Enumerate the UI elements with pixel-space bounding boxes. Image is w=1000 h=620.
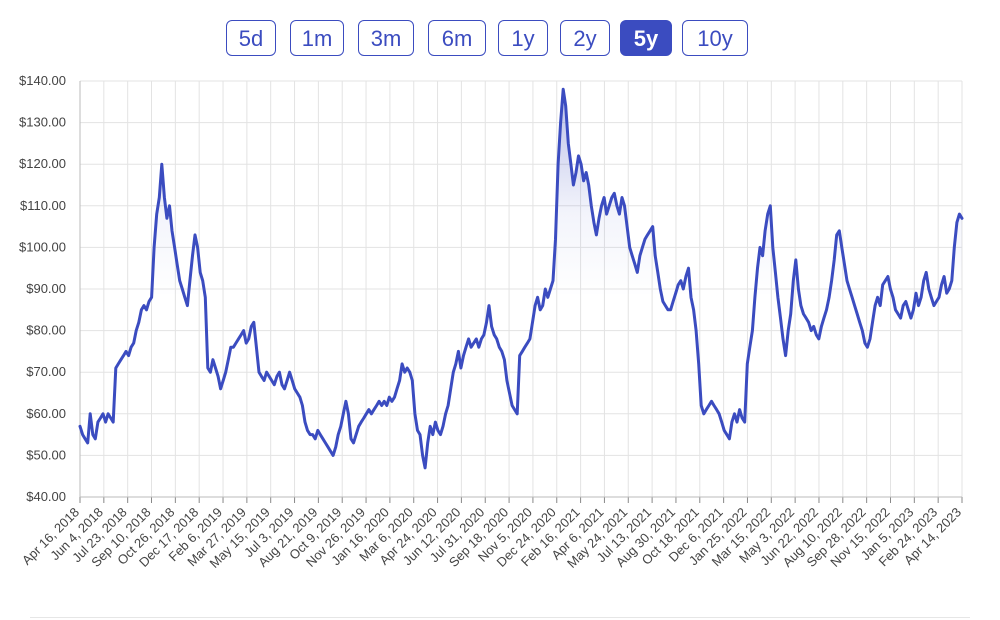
price-area-fill <box>80 89 962 298</box>
range-selector: 5d 1m 3m 6m 1y 2y 5y 10y <box>0 20 1000 60</box>
y-tick-label: $140.00 <box>19 73 66 88</box>
y-tick-label: $120.00 <box>19 156 66 171</box>
range-button-6m[interactable]: 6m <box>428 20 486 56</box>
y-tick-label: $90.00 <box>26 281 66 296</box>
y-tick-label: $80.00 <box>26 323 66 338</box>
range-button-5d[interactable]: 5d <box>226 20 276 56</box>
y-axis-ticks: $40.00 $50.00 $60.00 $70.00 $80.00 $90.00 $100… <box>19 73 66 504</box>
bottom-divider <box>30 617 970 618</box>
range-button-3m[interactable]: 3m <box>358 20 414 56</box>
y-tick-label: $40.00 <box>26 489 66 504</box>
range-button-1m[interactable]: 1m <box>290 20 344 56</box>
range-button-10y[interactable]: 10y <box>682 20 748 56</box>
chart-grid <box>79 80 963 503</box>
y-tick-label: $100.00 <box>19 239 66 254</box>
y-tick-label: $70.00 <box>26 364 66 379</box>
y-tick-label: $60.00 <box>26 406 66 421</box>
range-button-2y[interactable]: 2y <box>560 20 610 56</box>
y-tick-label: $130.00 <box>19 115 66 130</box>
y-tick-label: $50.00 <box>26 447 66 462</box>
range-button-1y[interactable]: 1y <box>498 20 548 56</box>
y-tick-label: $110.00 <box>20 198 66 213</box>
price-series-line <box>78 87 964 470</box>
range-button-5y[interactable]: 5y <box>620 20 672 56</box>
